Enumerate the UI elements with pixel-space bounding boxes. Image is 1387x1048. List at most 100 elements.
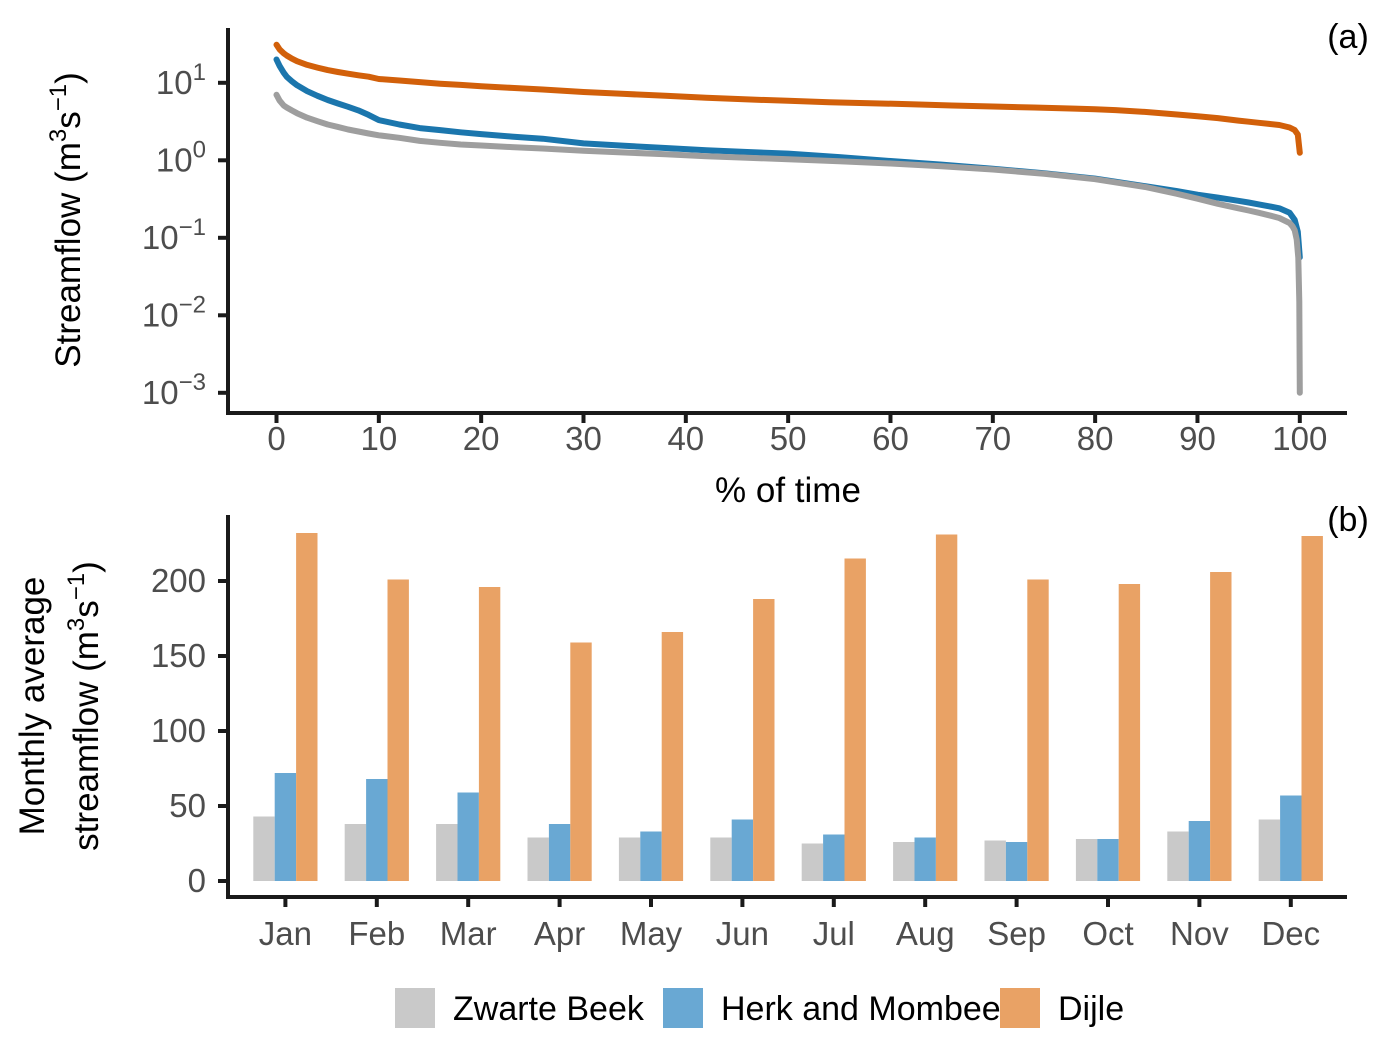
legend-swatch — [1000, 988, 1040, 1028]
flow-curve-herk-and-mombeek — [273, 56, 1303, 261]
bar-nov-zwarte-beek — [1167, 831, 1189, 881]
bar-mar-dijle — [478, 587, 501, 881]
x-tick-label: 70 — [974, 420, 1011, 457]
month-label: Aug — [896, 915, 955, 952]
bar-oct-dijle — [1118, 584, 1141, 881]
x-tick-label: 80 — [1077, 420, 1114, 457]
panel-a-axis-lines — [226, 28, 1347, 415]
legend-item-herk-and-mombeek: Herk and Mombeek — [663, 988, 1019, 1028]
y-tick-label: 0 — [188, 862, 206, 899]
bar-aug-dijle — [935, 534, 958, 881]
panel-b-axes: 0 50 100 150 200 Jan Feb Mar Apr May Jun Jul Aug Sep O… — [151, 515, 1347, 952]
month-label: Feb — [348, 915, 405, 952]
y-axis-title-b: Monthly average streamflow (m3s−1) — [13, 561, 106, 851]
x-tick-label: 50 — [770, 420, 807, 457]
bar-jun-dijle — [753, 599, 775, 881]
bar-jun-herk-and-mombeek — [731, 819, 754, 881]
bar-sep-zwarte-beek — [984, 840, 1006, 881]
x-tick-label: 40 — [667, 420, 704, 457]
month-label: May — [620, 915, 683, 952]
y-tick-label: 100 — [151, 712, 206, 749]
bar-nov-herk-and-mombeek — [1188, 821, 1211, 881]
month-label: Jul — [813, 915, 855, 952]
monthly-axis-title-line2: streamflow (m3s−1) — [63, 561, 106, 851]
legend-label: Dijle — [1058, 990, 1124, 1028]
legend-item-zwarte-beek: Zwarte Beek — [395, 988, 645, 1028]
bar-jul-herk-and-mombeek — [823, 834, 845, 881]
bar-aug-zwarte-beek — [893, 842, 915, 881]
x-tick-label: 60 — [872, 420, 909, 457]
monthly-bars — [253, 533, 1323, 881]
month-label: Sep — [987, 915, 1046, 952]
bar-jan-dijle — [296, 533, 318, 881]
bar-aug-herk-and-mombeek — [914, 837, 936, 881]
bar-apr-dijle — [570, 642, 592, 881]
y-tick-label: 50 — [169, 787, 206, 824]
y-tick-label: 100 — [156, 136, 206, 178]
flow-curve-zwarte-beek — [273, 91, 1303, 396]
legend-swatch — [663, 988, 703, 1028]
legend-label: Zwarte Beek — [453, 990, 645, 1028]
month-label: Dec — [1261, 915, 1320, 952]
legend: Zwarte Beek Herk and Mombeek Dijle — [395, 988, 1124, 1028]
month-label: Oct — [1082, 915, 1133, 952]
x-tick-label: 20 — [463, 420, 500, 457]
monthly-axis-title-line1: Monthly average — [13, 577, 52, 836]
legend-label: Herk and Mombeek — [721, 990, 1019, 1028]
bar-dec-dijle — [1301, 536, 1323, 881]
streamflow-axis-title: Streamflow (m3s−1) — [45, 72, 88, 367]
bar-jan-zwarte-beek — [253, 816, 275, 881]
bar-sep-herk-and-mombeek — [1005, 842, 1028, 881]
month-label: Jan — [259, 915, 312, 952]
bar-apr-zwarte-beek — [527, 837, 549, 881]
x-axis-title-a: % of time — [715, 471, 861, 510]
x-tick-label: 10 — [360, 420, 397, 457]
x-tick-label: 30 — [565, 420, 602, 457]
bar-may-herk-and-mombeek — [640, 831, 662, 881]
flow-curve-dijle — [273, 41, 1303, 156]
bar-jul-zwarte-beek — [801, 843, 824, 881]
flow-duration-curves — [273, 41, 1303, 396]
y-axis-title-a: Streamflow (m3s−1) — [45, 72, 88, 367]
legend-item-dijle: Dijle — [1000, 988, 1124, 1028]
bar-oct-herk-and-mombeek — [1097, 839, 1119, 881]
bar-mar-herk-and-mombeek — [457, 792, 479, 881]
bar-dec-zwarte-beek — [1258, 819, 1281, 881]
legend-swatch — [395, 988, 435, 1028]
flow-duration-panel: 0 10 20 30 40 50 60 70 80 90 100 101 100 10−1 10−2 10−3… — [45, 18, 1369, 510]
panel-a-tag: (a) — [1327, 18, 1369, 56]
bar-mar-zwarte-beek — [436, 824, 458, 881]
bar-oct-zwarte-beek — [1075, 839, 1098, 881]
y-tick-label: 150 — [151, 637, 206, 674]
x-tick-label: 100 — [1272, 420, 1327, 457]
month-label: Nov — [1170, 915, 1229, 952]
bar-feb-zwarte-beek — [344, 824, 367, 881]
bar-jun-zwarte-beek — [710, 837, 732, 881]
y-tick-label: 10−2 — [142, 291, 206, 333]
panel-b-axis-lines — [226, 515, 1347, 899]
month-label: Apr — [534, 915, 585, 952]
x-tick-label: 90 — [1179, 420, 1216, 457]
bar-may-zwarte-beek — [618, 837, 641, 881]
y-tick-label: 10−3 — [142, 369, 206, 411]
monthly-bar-panel: 0 50 100 150 200 Jan Feb Mar Apr May Jun Jul Aug Sep O… — [13, 501, 1369, 952]
bar-apr-herk-and-mombeek — [548, 824, 571, 881]
bar-jul-dijle — [844, 558, 866, 881]
y-tick-label: 200 — [151, 562, 206, 599]
bar-sep-dijle — [1027, 579, 1049, 881]
bar-feb-dijle — [387, 579, 409, 881]
bar-may-dijle — [661, 632, 684, 881]
x-tick-label: 0 — [267, 420, 285, 457]
y-tick-label: 101 — [156, 59, 206, 101]
bar-dec-herk-and-mombeek — [1280, 795, 1302, 881]
bar-jan-herk-and-mombeek — [274, 773, 297, 881]
panel-a-axes: 0 10 20 30 40 50 60 70 80 90 100 101 100 10−1 10−2 10−3 — [142, 28, 1347, 457]
y-tick-label: 10−1 — [142, 214, 206, 256]
month-label: Mar — [440, 915, 497, 952]
bar-nov-dijle — [1210, 572, 1232, 881]
panel-b-tag: (b) — [1327, 501, 1369, 539]
month-label: Jun — [716, 915, 769, 952]
bar-feb-herk-and-mombeek — [366, 779, 388, 881]
